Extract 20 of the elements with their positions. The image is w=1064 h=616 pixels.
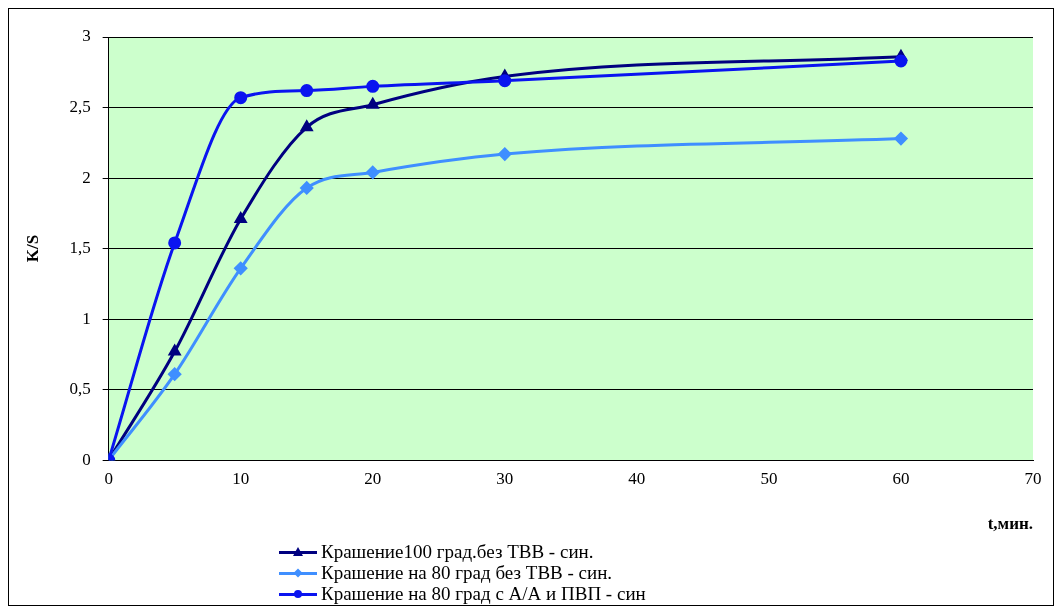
legend-label: Крашение на 80 град без ТВВ - син. — [321, 562, 613, 583]
y-tick-label: 0 — [82, 449, 91, 469]
y-tick-label: 0,5 — [69, 379, 91, 399]
y-tick-label: 3 — [82, 26, 91, 46]
y-axis-title: K/S — [22, 234, 42, 263]
y-tick-label: 2,5 — [69, 97, 91, 116]
legend-label: Крашение100 град.без ТВВ - син. — [321, 541, 594, 562]
x-tick-label: 20 — [364, 468, 382, 488]
x-tick-label: 0 — [104, 468, 113, 488]
x-tick-label: 40 — [628, 468, 646, 488]
x-tick-label: 60 — [892, 468, 910, 488]
x-tick-label: 30 — [496, 468, 514, 488]
y-tick-label: 1,5 — [69, 238, 91, 258]
y-tick-label: 2 — [82, 167, 91, 187]
legend-label: Крашение на 80 град с А/А и ПВП - син — [321, 583, 646, 604]
x-tick-label: 50 — [760, 468, 778, 488]
x-tick-label: 10 — [232, 468, 250, 488]
x-axis-title: t,мин. — [987, 514, 1033, 534]
x-tick-label: 70 — [1024, 468, 1042, 488]
y-tick-label: 1 — [82, 308, 91, 328]
